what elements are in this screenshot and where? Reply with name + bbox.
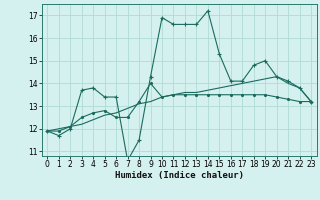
X-axis label: Humidex (Indice chaleur): Humidex (Indice chaleur) xyxy=(115,171,244,180)
